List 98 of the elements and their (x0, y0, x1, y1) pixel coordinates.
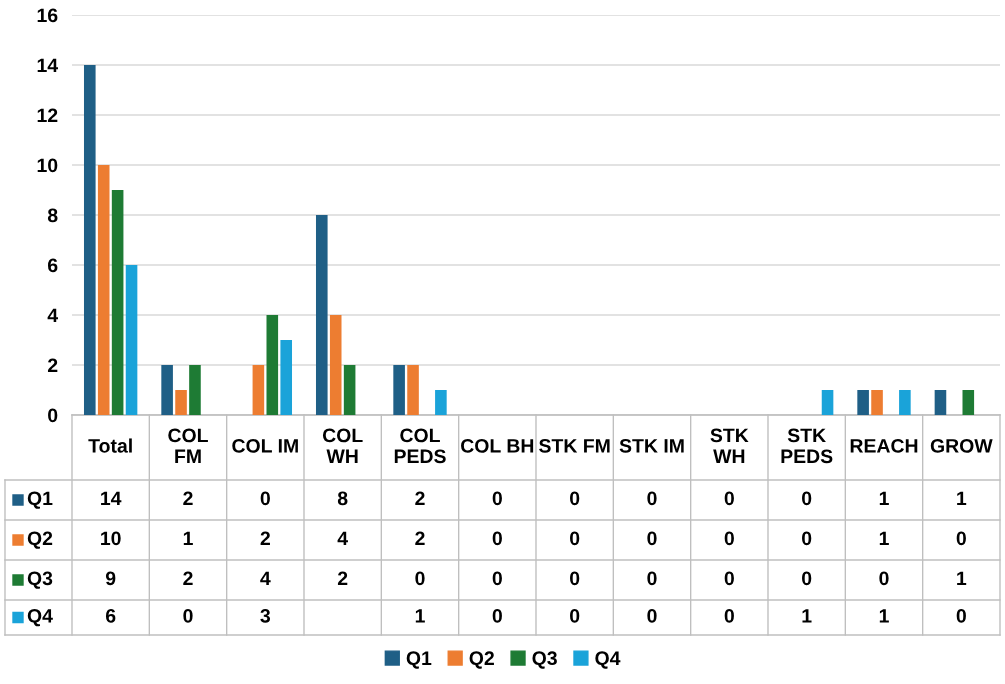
bar (83, 65, 96, 415)
x-tick-label: STK PEDS (781, 428, 833, 464)
x-tick-label: COL FM (168, 428, 208, 463)
data-label: 0 (802, 571, 812, 586)
data-label: 0 (415, 571, 425, 586)
data-label: 0 (802, 491, 812, 506)
data-label: 6 (105, 608, 116, 623)
y-tick-label: 6 (48, 258, 58, 273)
y-tick-label: 12 (37, 108, 58, 123)
y-tick-label: 4 (47, 308, 59, 323)
data-label: 0 (647, 491, 657, 506)
x-tick-label: STK WH (710, 428, 749, 463)
x-tick-label: COL PEDS (394, 428, 446, 464)
data-label: 0 (724, 531, 734, 546)
text: Q2 (469, 651, 494, 669)
data-label: 2 (183, 571, 193, 586)
bar (821, 390, 834, 415)
legend-label: Q3 (27, 571, 53, 589)
data-label: 0 (492, 608, 502, 623)
data-label: 3 (260, 608, 271, 623)
data-label: 0 (570, 608, 580, 623)
data-label: 0 (260, 491, 270, 506)
data-label: 2 (415, 491, 425, 506)
bar (125, 265, 138, 415)
legend-label: Q4 (27, 608, 53, 627)
data-label: 4 (337, 531, 348, 546)
data-label: 8 (337, 491, 348, 506)
y-tick-label: 14 (37, 58, 59, 73)
bar (280, 340, 293, 415)
y-tick-label: 2 (47, 358, 58, 373)
y-tick-label: 10 (37, 158, 58, 173)
data-label: 2 (415, 531, 425, 546)
bar (97, 165, 110, 415)
data-label: 0 (724, 571, 734, 586)
data-label: 0 (956, 608, 966, 623)
x-tick-label: COL BH (461, 438, 534, 453)
text: Q4 (595, 651, 621, 669)
bar (899, 390, 911, 415)
bar (161, 365, 173, 415)
data-label: 0 (492, 531, 502, 546)
y-tick-label: 16 (37, 8, 58, 23)
bar (857, 390, 869, 415)
data-label: 0 (724, 491, 734, 506)
data-label: 1 (183, 531, 193, 546)
bar (315, 215, 328, 415)
data-label: 0 (724, 608, 734, 623)
data-label: 0 (183, 608, 193, 623)
bar (343, 365, 356, 415)
data-label: 0 (802, 531, 812, 546)
data-label: 10 (101, 531, 121, 546)
data-label: 0 (956, 531, 966, 546)
bar (189, 365, 201, 415)
data-label: 1 (957, 571, 967, 586)
data-label: 1 (879, 531, 889, 546)
x-tick-label: COL WH (322, 428, 363, 463)
bar (962, 390, 975, 415)
y-tick-label: 8 (47, 208, 58, 223)
data-label: 1 (957, 491, 967, 506)
bar (393, 365, 405, 415)
x-tick-label: REACH (850, 438, 918, 453)
data-label: 0 (647, 531, 657, 546)
data-label: 1 (415, 609, 425, 623)
x-tick-label: Total (88, 438, 132, 453)
data-label: 0 (570, 531, 580, 546)
x-tick-label: STK IM (619, 438, 684, 453)
data-label: 0 (647, 571, 657, 586)
text: Q1 (406, 651, 432, 669)
x-tick-label: GROW (930, 438, 993, 453)
bar (329, 315, 342, 415)
data-label: 2 (337, 571, 348, 586)
data-label: 1 (802, 609, 812, 623)
bar (871, 390, 883, 415)
data-label: 2 (260, 531, 270, 546)
bar (266, 315, 279, 415)
bar (435, 390, 447, 415)
data-label: 0 (570, 571, 580, 586)
data-label: 1 (879, 491, 889, 506)
bar (175, 390, 187, 415)
legend-label: Q1 (27, 491, 53, 509)
data-label: 0 (570, 491, 580, 506)
y-tick-label: 0 (48, 408, 58, 423)
x-tick-label: STK FM (539, 438, 610, 453)
data-label: 14 (101, 491, 122, 506)
data-label: 1 (879, 609, 889, 623)
bar (934, 390, 947, 415)
data-label: 0 (492, 571, 502, 586)
data-label: 9 (105, 571, 116, 586)
legend-label: Q2 (27, 531, 53, 549)
data-label: 0 (879, 571, 889, 586)
data-label: 2 (183, 491, 193, 506)
data-label: 0 (647, 608, 657, 623)
data-label: 0 (492, 491, 502, 506)
text: Q3 (532, 651, 557, 669)
data-label: 4 (260, 571, 271, 586)
bar (407, 365, 419, 415)
bar (252, 365, 265, 415)
x-tick-label: COL IM (232, 438, 298, 453)
bar (111, 190, 124, 415)
